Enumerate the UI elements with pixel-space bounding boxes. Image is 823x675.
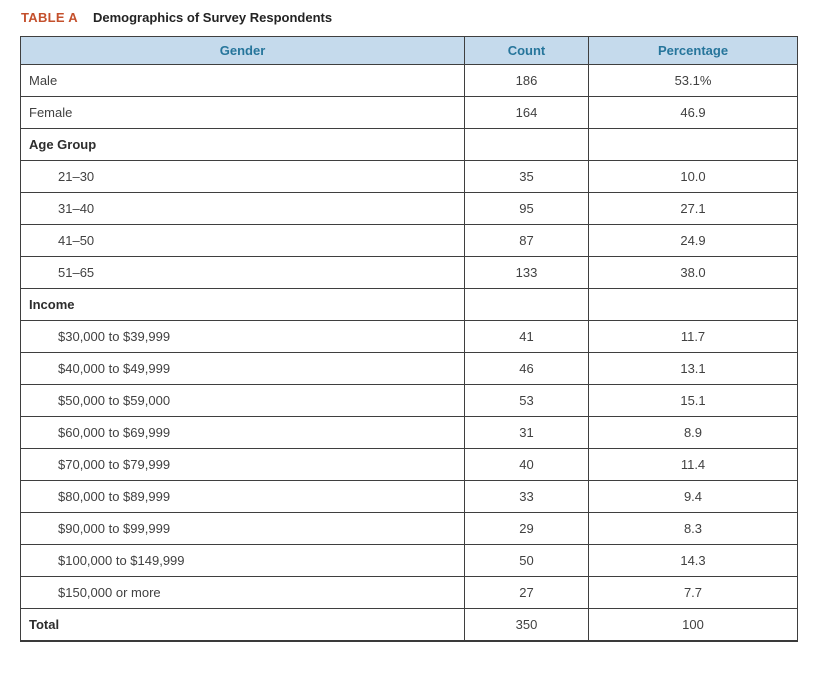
row-count: 27 bbox=[464, 576, 589, 609]
row-label: Total bbox=[20, 608, 465, 641]
row-percentage: 11.4 bbox=[588, 448, 798, 481]
row-label: 21–30 bbox=[20, 160, 465, 193]
table-row: 51–65 133 38.0 bbox=[20, 256, 798, 289]
row-count bbox=[464, 128, 589, 161]
table-row: $90,000 to $99,999 29 8.3 bbox=[20, 512, 798, 545]
row-percentage: 10.0 bbox=[588, 160, 798, 193]
row-label: $60,000 to $69,999 bbox=[20, 416, 465, 449]
column-header-percentage: Percentage bbox=[588, 36, 798, 65]
row-count: 133 bbox=[464, 256, 589, 289]
table-row: $70,000 to $79,999 40 11.4 bbox=[20, 448, 798, 481]
row-count: 186 bbox=[464, 64, 589, 97]
row-label: $30,000 to $39,999 bbox=[20, 320, 465, 353]
table-row: $30,000 to $39,999 41 11.7 bbox=[20, 320, 798, 353]
row-count: 29 bbox=[464, 512, 589, 545]
table-row: 41–50 87 24.9 bbox=[20, 224, 798, 257]
row-label: Age Group bbox=[20, 128, 465, 161]
table-header-row: Gender Count Percentage bbox=[20, 36, 798, 65]
table-row: $40,000 to $49,999 46 13.1 bbox=[20, 352, 798, 385]
row-count: 46 bbox=[464, 352, 589, 385]
row-percentage: 9.4 bbox=[588, 480, 798, 513]
table-row: $50,000 to $59,000 53 15.1 bbox=[20, 384, 798, 417]
row-label: 41–50 bbox=[20, 224, 465, 257]
row-label: Income bbox=[20, 288, 465, 321]
row-percentage: 100 bbox=[588, 608, 798, 641]
row-count: 35 bbox=[464, 160, 589, 193]
row-count: 87 bbox=[464, 224, 589, 257]
table-row: $60,000 to $69,999 31 8.9 bbox=[20, 416, 798, 449]
row-label: Male bbox=[20, 64, 465, 97]
row-percentage: 14.3 bbox=[588, 544, 798, 577]
table-row: Female 164 46.9 bbox=[20, 96, 798, 129]
row-percentage: 46.9 bbox=[588, 96, 798, 129]
row-count: 41 bbox=[464, 320, 589, 353]
row-label: 51–65 bbox=[20, 256, 465, 289]
row-percentage: 13.1 bbox=[588, 352, 798, 385]
row-percentage: 7.7 bbox=[588, 576, 798, 609]
row-count: 40 bbox=[464, 448, 589, 481]
row-count: 95 bbox=[464, 192, 589, 225]
row-label: Female bbox=[20, 96, 465, 129]
table-row: $80,000 to $89,999 33 9.4 bbox=[20, 480, 798, 513]
row-count bbox=[464, 288, 589, 321]
row-percentage: 8.3 bbox=[588, 512, 798, 545]
table-row: $150,000 or more 27 7.7 bbox=[20, 576, 798, 609]
table-body: Male 186 53.1% Female 164 46.9 Age Group… bbox=[20, 64, 798, 641]
table-caption: TABLE A Demographics of Survey Responden… bbox=[21, 9, 332, 27]
table-caption-title: Demographics of Survey Respondents bbox=[92, 10, 333, 25]
table-row: 31–40 95 27.1 bbox=[20, 192, 798, 225]
row-percentage: 38.0 bbox=[588, 256, 798, 289]
table-caption-label: TABLE A bbox=[21, 10, 78, 25]
row-count: 164 bbox=[464, 96, 589, 129]
row-label: 31–40 bbox=[20, 192, 465, 225]
row-count: 350 bbox=[464, 608, 589, 641]
row-percentage bbox=[588, 128, 798, 161]
row-count: 53 bbox=[464, 384, 589, 417]
table-row: Male 186 53.1% bbox=[20, 64, 798, 97]
table-row: $100,000 to $149,999 50 14.3 bbox=[20, 544, 798, 577]
row-percentage: 11.7 bbox=[588, 320, 798, 353]
row-label: $70,000 to $79,999 bbox=[20, 448, 465, 481]
row-percentage bbox=[588, 288, 798, 321]
table-row: Total 350 100 bbox=[20, 608, 798, 641]
row-label: $40,000 to $49,999 bbox=[20, 352, 465, 385]
row-percentage: 8.9 bbox=[588, 416, 798, 449]
row-percentage: 53.1% bbox=[588, 64, 798, 97]
row-percentage: 24.9 bbox=[588, 224, 798, 257]
table-row: Age Group bbox=[20, 128, 798, 161]
table-row: Income bbox=[20, 288, 798, 321]
row-count: 33 bbox=[464, 480, 589, 513]
row-count: 31 bbox=[464, 416, 589, 449]
table-row: 21–30 35 10.0 bbox=[20, 160, 798, 193]
row-label: $100,000 to $149,999 bbox=[20, 544, 465, 577]
row-label: $150,000 or more bbox=[20, 576, 465, 609]
column-header-gender: Gender bbox=[20, 36, 465, 65]
row-label: $90,000 to $99,999 bbox=[20, 512, 465, 545]
demographics-table: Gender Count Percentage Male 186 53.1% F… bbox=[20, 36, 798, 642]
table-header: Gender Count Percentage bbox=[20, 36, 798, 65]
row-count: 50 bbox=[464, 544, 589, 577]
row-percentage: 15.1 bbox=[588, 384, 798, 417]
row-percentage: 27.1 bbox=[588, 192, 798, 225]
row-label: $50,000 to $59,000 bbox=[20, 384, 465, 417]
row-label: $80,000 to $89,999 bbox=[20, 480, 465, 513]
column-header-count: Count bbox=[464, 36, 589, 65]
